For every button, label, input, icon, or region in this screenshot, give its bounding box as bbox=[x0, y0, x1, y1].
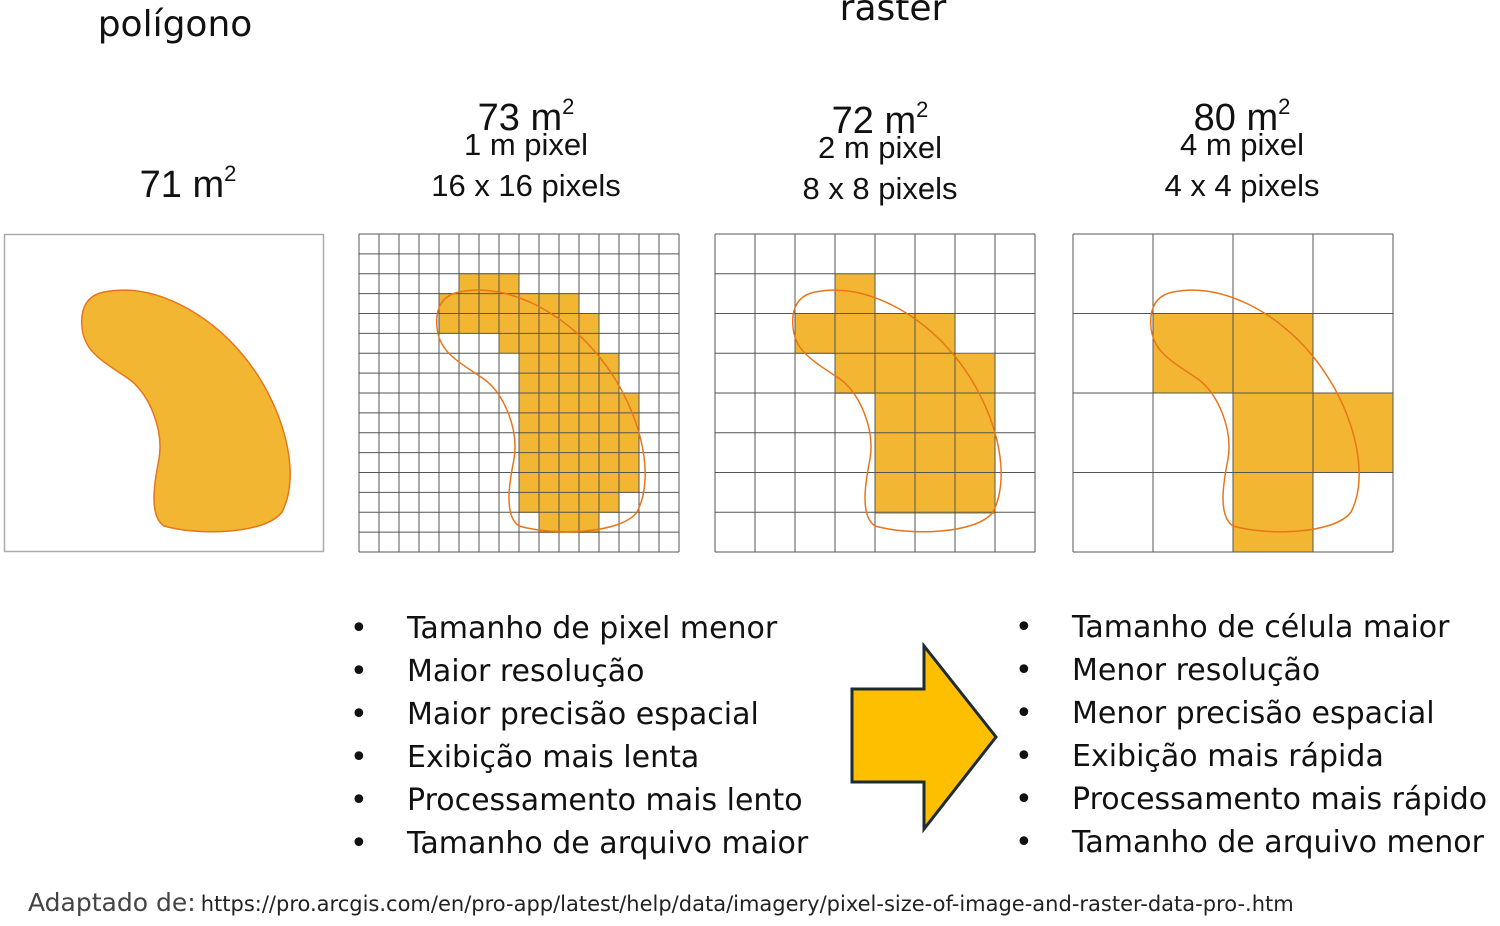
raster-16-grid bbox=[358, 233, 680, 553]
raster-16-area-label: 73 m2 bbox=[477, 94, 575, 139]
list-item: Exibição mais rápida bbox=[1015, 735, 1487, 778]
raster-4-area-label: 80 m2 bbox=[1193, 94, 1291, 139]
raster-8-outline bbox=[792, 289, 1002, 533]
list-item: Processamento mais rápido bbox=[1015, 778, 1487, 821]
raster-4-grid bbox=[1072, 233, 1394, 553]
coarse-resolution-list: Tamanho de célula maior Menor resolução … bbox=[1015, 606, 1487, 864]
list-item: Processamento mais lento bbox=[350, 779, 808, 822]
raster-16-pixel-count: 16 x 16 pixels bbox=[431, 168, 621, 203]
list-item: Tamanho de pixel menor bbox=[350, 607, 808, 650]
list-item: Tamanho de arquivo menor bbox=[1015, 821, 1487, 864]
raster-8-pixel-size: 2 m pixel bbox=[817, 130, 943, 165]
list-item: Tamanho de célula maior bbox=[1015, 606, 1487, 649]
polygon-heading: polígono bbox=[97, 4, 253, 45]
fine-resolution-list: Tamanho de pixel menor Maior resolução M… bbox=[350, 607, 808, 865]
raster-heading: raster bbox=[839, 0, 947, 29]
raster-4-pixel-count: 4 x 4 pixels bbox=[1164, 168, 1320, 203]
right-arrow-icon bbox=[850, 641, 998, 834]
credit-lead: Adaptado de: bbox=[28, 888, 196, 917]
list-item: Tamanho de arquivo maior bbox=[350, 822, 808, 865]
raster-8-area-label: 72 m2 bbox=[831, 97, 929, 142]
raster-8-panel bbox=[714, 233, 1036, 553]
raster-16-outline bbox=[436, 289, 646, 533]
raster-4-panel bbox=[1072, 233, 1394, 553]
list-item: Exibição mais lenta bbox=[350, 736, 808, 779]
list-item: Maior resolução bbox=[350, 650, 808, 693]
raster-16-pixel-size: 1 m pixel bbox=[463, 127, 589, 162]
polygon-area-label: 71 m2 bbox=[139, 161, 237, 206]
list-item: Menor precisão espacial bbox=[1015, 692, 1487, 735]
raster-16-panel bbox=[358, 233, 680, 553]
raster-8-pixel-count: 8 x 8 pixels bbox=[802, 171, 958, 206]
source-credit: Adaptado de: https://pro.arcgis.com/en/p… bbox=[28, 888, 1294, 917]
raster-4-outline bbox=[1150, 289, 1360, 533]
raster-4-pixel-size: 4 m pixel bbox=[1179, 127, 1305, 162]
source-link[interactable]: https://pro.arcgis.com/en/pro-app/latest… bbox=[200, 892, 1294, 916]
list-item: Menor resolução bbox=[1015, 649, 1487, 692]
polygon-shape bbox=[81, 289, 291, 533]
list-item: Maior precisão espacial bbox=[350, 693, 808, 736]
polygon-panel bbox=[3, 233, 325, 553]
raster-8-grid bbox=[714, 233, 1036, 553]
